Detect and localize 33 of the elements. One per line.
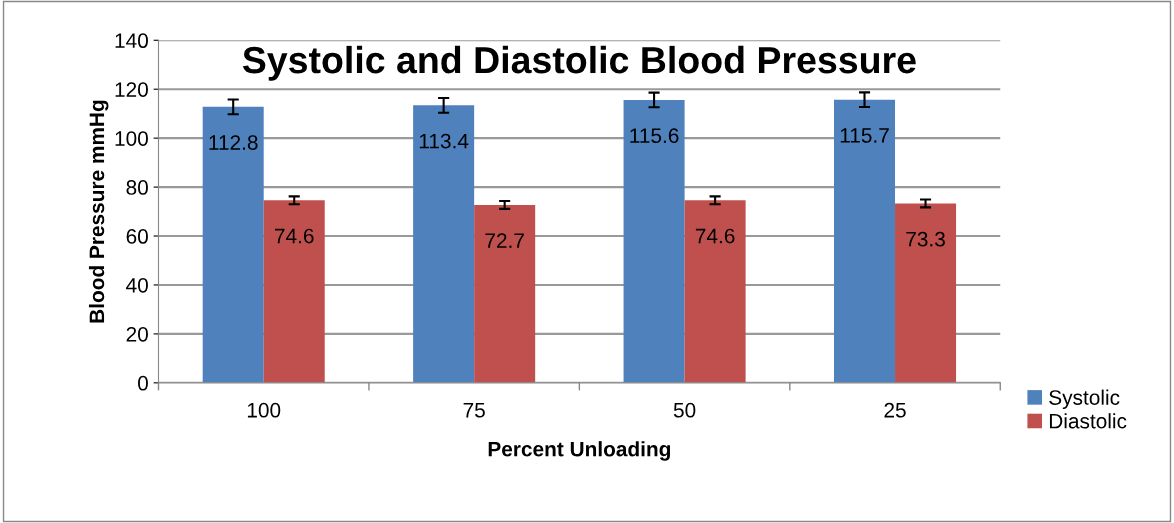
y-tick-label: 60 bbox=[126, 229, 148, 244]
bar bbox=[474, 204, 536, 383]
bar bbox=[202, 106, 264, 383]
bar bbox=[895, 203, 957, 383]
data-label: 112.8 bbox=[209, 135, 258, 150]
y-tick-label: 140 bbox=[115, 33, 148, 49]
x-tick-label: 50 bbox=[673, 402, 696, 418]
data-label: 72.7 bbox=[485, 233, 524, 248]
y-tick-label: 100 bbox=[115, 131, 148, 146]
x-tick-label: 75 bbox=[463, 403, 485, 418]
legend-label: Systolic bbox=[1049, 389, 1120, 410]
data-label: 115.6 bbox=[630, 128, 679, 144]
bar bbox=[834, 99, 896, 383]
y-tick-label: 80 bbox=[126, 180, 148, 195]
data-label: 113.4 bbox=[419, 133, 469, 149]
y-axis-title: Blood Pressure mmHg bbox=[88, 100, 109, 323]
bar bbox=[413, 105, 475, 383]
data-label: 73.3 bbox=[906, 231, 945, 247]
legend-label: Diastolic bbox=[1049, 413, 1127, 429]
x-axis-title: Percent Unloading bbox=[488, 441, 671, 461]
y-tick-label: 0 bbox=[138, 375, 148, 391]
bar bbox=[623, 99, 685, 383]
chart-title: Systolic and Diastolic Blood Pressure bbox=[242, 45, 916, 81]
x-tick-label: 100 bbox=[247, 402, 281, 418]
data-label: 74.6 bbox=[695, 228, 735, 244]
data-label: 74.6 bbox=[275, 228, 314, 244]
bar bbox=[684, 200, 746, 383]
y-tick-label: 20 bbox=[126, 326, 148, 342]
y-tick-label: 40 bbox=[126, 277, 148, 293]
y-tick-label: 120 bbox=[115, 82, 148, 97]
x-tick-label: 25 bbox=[884, 402, 906, 418]
bar bbox=[263, 200, 325, 383]
data-label: 115.7 bbox=[840, 128, 889, 143]
